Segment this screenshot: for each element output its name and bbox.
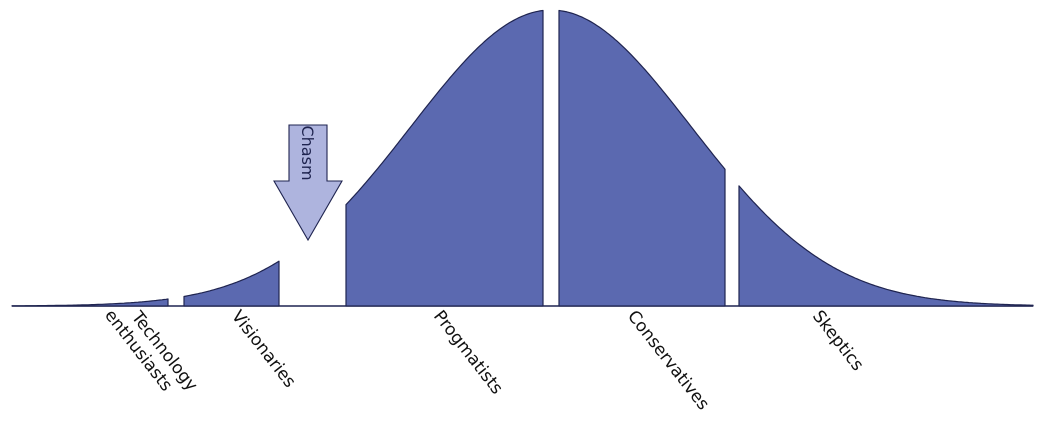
label-conservatives: Conservatives (623, 307, 713, 414)
label-skeptics: Skeptics (808, 307, 867, 375)
segment-conservatives (558, 9, 726, 307)
chasm-label: Chasm (298, 125, 317, 180)
label-progmatists: Progmatists (429, 307, 507, 399)
segment-progmatists (345, 9, 544, 307)
chasm-arrow: Chasm (273, 124, 343, 242)
segment-skeptics (738, 185, 1034, 307)
label-technology-enthusiasts: Technology enthusiasts (100, 294, 205, 412)
segment-technology-enthusiasts (11, 298, 169, 307)
segment-visionaries (183, 260, 280, 307)
label-visionaries: Visionaries (227, 307, 300, 392)
down-arrow-icon (273, 124, 343, 242)
